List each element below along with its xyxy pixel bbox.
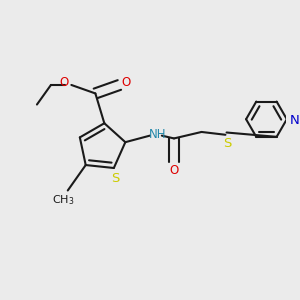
Text: CH$_3$: CH$_3$ [52,194,75,207]
Text: S: S [224,137,232,150]
Text: NH: NH [149,128,166,141]
Text: O: O [169,164,178,178]
Text: S: S [111,172,119,185]
Text: O: O [121,76,130,89]
Text: O: O [60,76,69,88]
Text: N: N [290,114,300,127]
